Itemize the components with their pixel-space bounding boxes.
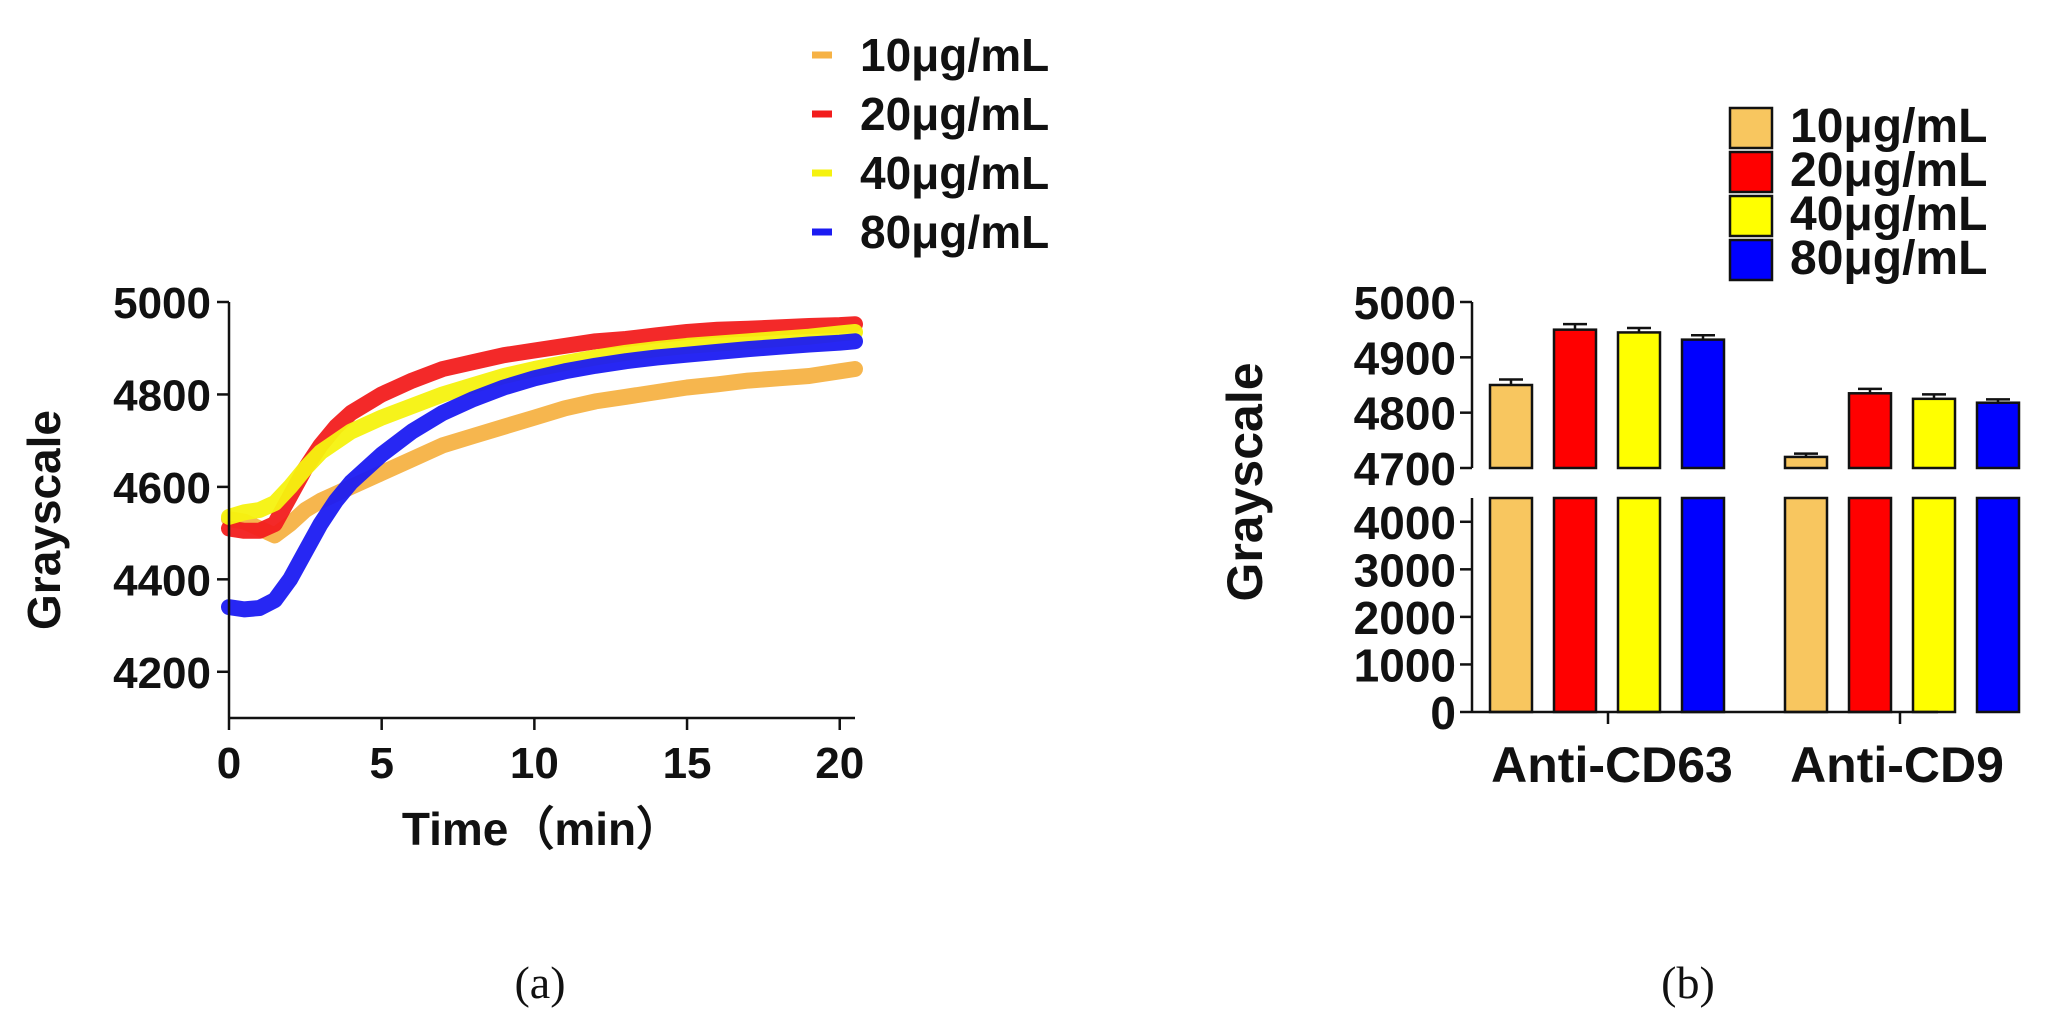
legend-label-40-g-ml: 40μg/mL <box>1790 188 1987 241</box>
panel-b-y-tick-label: 5000 <box>1354 277 1456 329</box>
panel-b-y-tick-label: 0 <box>1430 687 1456 739</box>
bar-upper-anti-cd9-10-g-ml <box>1783 455 1829 470</box>
panel-a-axes <box>227 302 855 720</box>
panel-a-caption: (a) <box>514 957 565 1008</box>
panel-b-axes <box>1470 302 1938 724</box>
panel-a-y-tick-label: 4800 <box>113 371 211 420</box>
bar-lower-anti-cd9-20-g-ml <box>1847 496 1893 714</box>
bar-upper-anti-cd63-80-g-ml <box>1680 338 1726 470</box>
legend-label-40-g-ml: 40μg/mL <box>860 147 1049 199</box>
panel-b-caption: (b) <box>1661 957 1715 1008</box>
panel-a-y-tick-label: 4400 <box>113 556 211 605</box>
bar-lower-anti-cd9-40-g-ml <box>1911 496 1957 714</box>
panel-b-y-axis-title: Grayscale <box>1217 362 1273 601</box>
panel-a-legend: 10μg/mL 20μg/mL 40μg/mL 80μg/mL <box>812 29 1049 258</box>
bar-upper-anti-cd63-10-g-ml <box>1488 383 1534 470</box>
panel-a-x-axis-title: Time（min） <box>402 803 682 855</box>
legend-swatch-20-g-ml <box>1728 150 1774 194</box>
series-line-80-g-ml <box>221 333 863 618</box>
panel-a-ticks: 4200 4400 4600 4800 5000 0 5 10 15 20 <box>113 279 864 788</box>
panel-b-category-label-anti-cd9: Anti-CD9 <box>1790 737 2004 793</box>
panel-b-category-label-anti-cd63: Anti-CD63 <box>1491 737 1733 793</box>
panel-a-y-tick-label: 4600 <box>113 464 211 513</box>
legend-swatch-80-g-ml <box>1728 238 1774 282</box>
legend-label-20-g-ml: 20μg/mL <box>860 88 1049 140</box>
panel-a-plot-area <box>221 316 863 618</box>
panel-b-y-tick-label: 1000 <box>1354 639 1456 691</box>
bar-lower-anti-cd63-80-g-ml <box>1680 496 1726 714</box>
panel-b-y-tick-label: 2000 <box>1354 592 1456 644</box>
panel-b-y-tick-label: 3000 <box>1354 544 1456 596</box>
bar-upper-anti-cd9-80-g-ml <box>1975 401 2021 470</box>
panel-b-bars <box>1488 322 2021 714</box>
bar-lower-anti-cd9-80-g-ml <box>1975 496 2021 714</box>
legend-swatch-10-g-ml <box>1728 106 1774 150</box>
legend-label-10-g-ml: 10μg/mL <box>860 29 1049 81</box>
panel-a-x-tick-label: 0 <box>217 739 241 788</box>
legend-label-80-g-ml: 80μg/mL <box>860 206 1049 258</box>
panel-b-y-tick-label: 4700 <box>1354 443 1456 495</box>
panel-b-y-tick-label: 4900 <box>1354 332 1456 384</box>
bar-lower-anti-cd9-10-g-ml <box>1783 496 1829 714</box>
panel-a-y-tick-label: 4200 <box>113 649 211 698</box>
series-line-10-g-ml <box>221 361 863 544</box>
bar-upper-anti-cd9-20-g-ml <box>1847 392 1893 470</box>
bar-upper-anti-cd63-40-g-ml <box>1616 331 1662 470</box>
bar-upper-anti-cd9-40-g-ml <box>1911 397 1957 470</box>
panel-a-line-chart: 10μg/mL 20μg/mL 40μg/mL 80μg/mL 4200 4400 460… <box>18 29 1049 1008</box>
bar-lower-anti-cd63-10-g-ml <box>1488 496 1534 714</box>
panel-b-y-tick-label: 4800 <box>1354 388 1456 440</box>
legend-label-10-g-ml: 10μg/mL <box>1790 100 1987 153</box>
legend-swatch-40-g-ml <box>1728 194 1774 238</box>
bar-lower-anti-cd63-40-g-ml <box>1616 496 1662 714</box>
series-line-40-g-ml <box>221 324 863 525</box>
legend-label-20-g-ml: 20μg/mL <box>1790 144 1987 197</box>
panel-a-x-tick-label: 10 <box>510 739 559 788</box>
legend-label-80-g-ml: 80μg/mL <box>1790 232 1987 285</box>
panel-a-y-tick-label: 5000 <box>113 279 211 328</box>
bar-lower-anti-cd63-20-g-ml <box>1552 496 1598 714</box>
panel-a-y-axis-title: Grayscale <box>18 410 70 630</box>
panel-a-x-tick-label: 5 <box>369 739 393 788</box>
bar-upper-anti-cd63-20-g-ml <box>1552 328 1598 470</box>
panel-a-x-tick-label: 15 <box>663 739 712 788</box>
panel-b-y-tick-label: 4000 <box>1354 497 1456 549</box>
panel-a-x-tick-label: 20 <box>815 739 864 788</box>
